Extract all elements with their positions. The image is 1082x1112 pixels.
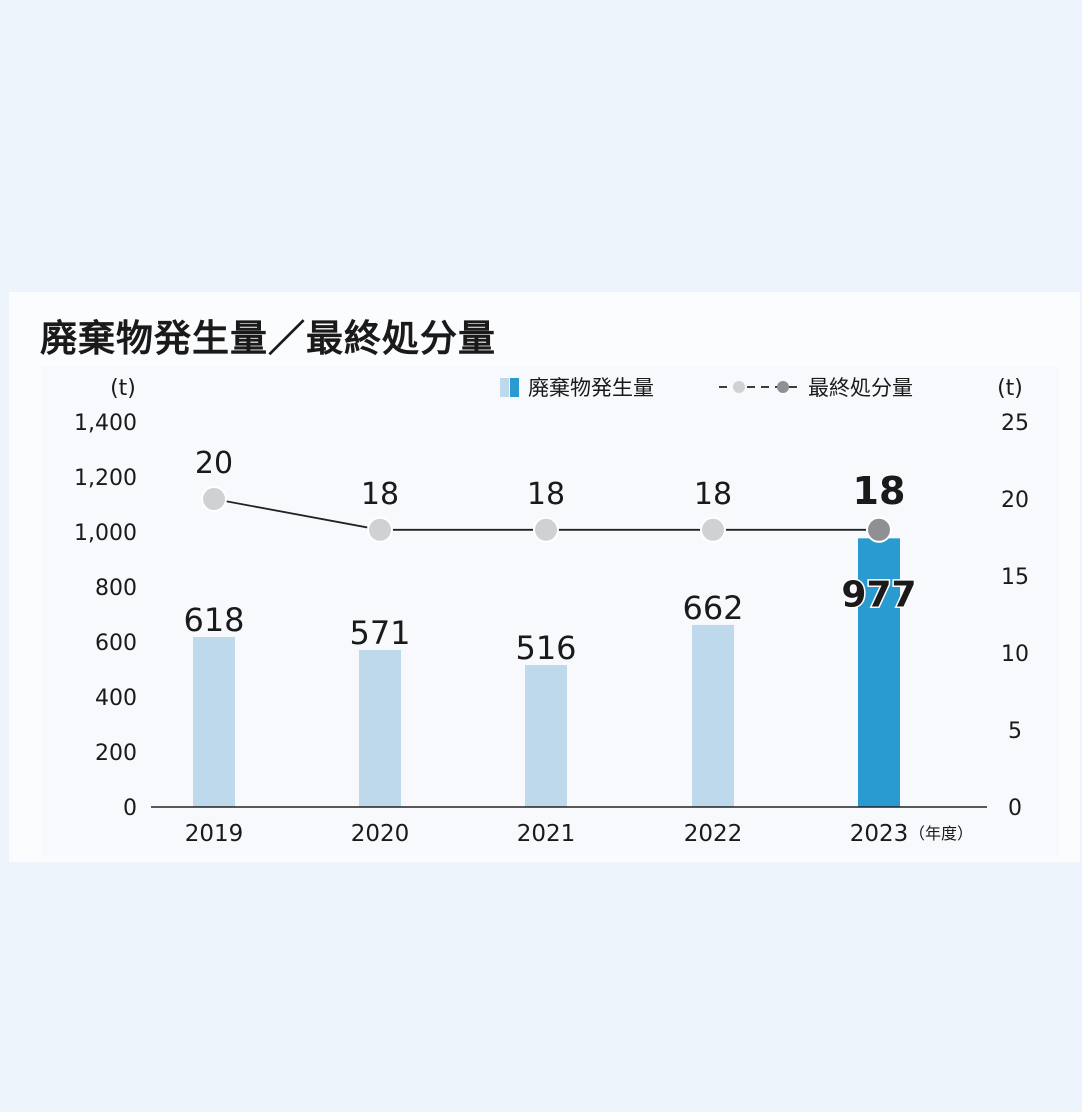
line-point-2021 <box>533 516 559 543</box>
right-tick-label: 5 <box>1008 719 1022 744</box>
line-value-label: 20 <box>195 446 233 481</box>
line-value-label: 18 <box>527 477 565 512</box>
x-tick-label: 2019 <box>185 821 244 847</box>
line-point-2022 <box>700 516 726 543</box>
bar-value-label: 977 <box>841 574 916 615</box>
x-tick-label: 2023 <box>850 821 909 847</box>
line-value-label: 18 <box>853 469 906 513</box>
right-tick-label: 20 <box>1001 488 1029 513</box>
right-tick-label: 15 <box>1001 565 1029 590</box>
right-axis-unit: (t) <box>997 376 1023 401</box>
x-tick-label: 2022 <box>684 821 743 847</box>
left-tick-label: 1,000 <box>74 521 137 546</box>
line-point-2020 <box>367 516 393 543</box>
x-axis-unit: （年度） <box>909 824 973 843</box>
bar-2023 <box>858 538 900 807</box>
line-value-label: 18 <box>361 477 399 512</box>
right-tick-label: 10 <box>1001 642 1029 667</box>
left-tick-label: 200 <box>95 741 137 766</box>
bar-2021 <box>525 665 567 807</box>
x-tick-label: 2021 <box>517 821 576 847</box>
left-axis-unit: (t) <box>110 376 136 401</box>
bar-2022 <box>692 624 734 807</box>
bar-2020 <box>359 649 401 807</box>
chart-card: 廃棄物発生量／最終処分量 (t) 0 200 400 600 800 1,000 1,200 1… <box>9 292 1080 862</box>
combo-chart: (t) 0 200 400 600 800 1,000 1,200 1,400 (t) 0 5 10 15… <box>41 366 1059 856</box>
legend-bar-swatch-light <box>500 378 509 397</box>
right-tick-label: 0 <box>1008 796 1022 821</box>
bar-2019 <box>193 637 235 807</box>
legend-line-label: 最終処分量 <box>808 376 913 400</box>
line-point-2019 <box>201 486 227 512</box>
x-tick-label: 2020 <box>351 821 410 847</box>
left-tick-label: 600 <box>95 631 137 656</box>
line-value-label: 18 <box>694 477 732 512</box>
legend-bar-swatch-dark <box>510 378 519 397</box>
line-point-2023 <box>866 516 892 543</box>
bar-value-label: 662 <box>682 589 743 627</box>
right-tick-label: 25 <box>1001 411 1029 436</box>
left-tick-label: 800 <box>95 576 137 601</box>
legend-bar-label: 廃棄物発生量 <box>528 376 654 400</box>
bar-value-label: 571 <box>349 614 410 652</box>
legend-point-dark <box>777 381 789 393</box>
left-tick-label: 400 <box>95 686 137 711</box>
left-tick-label: 1,400 <box>74 411 137 436</box>
left-tick-label: 0 <box>123 796 137 821</box>
left-tick-label: 1,200 <box>74 466 137 491</box>
legend-point-light <box>733 381 745 393</box>
chart-title: 廃棄物発生量／最終処分量 <box>40 317 496 360</box>
bar-value-label: 516 <box>515 629 576 667</box>
bar-value-label: 618 <box>183 601 244 639</box>
